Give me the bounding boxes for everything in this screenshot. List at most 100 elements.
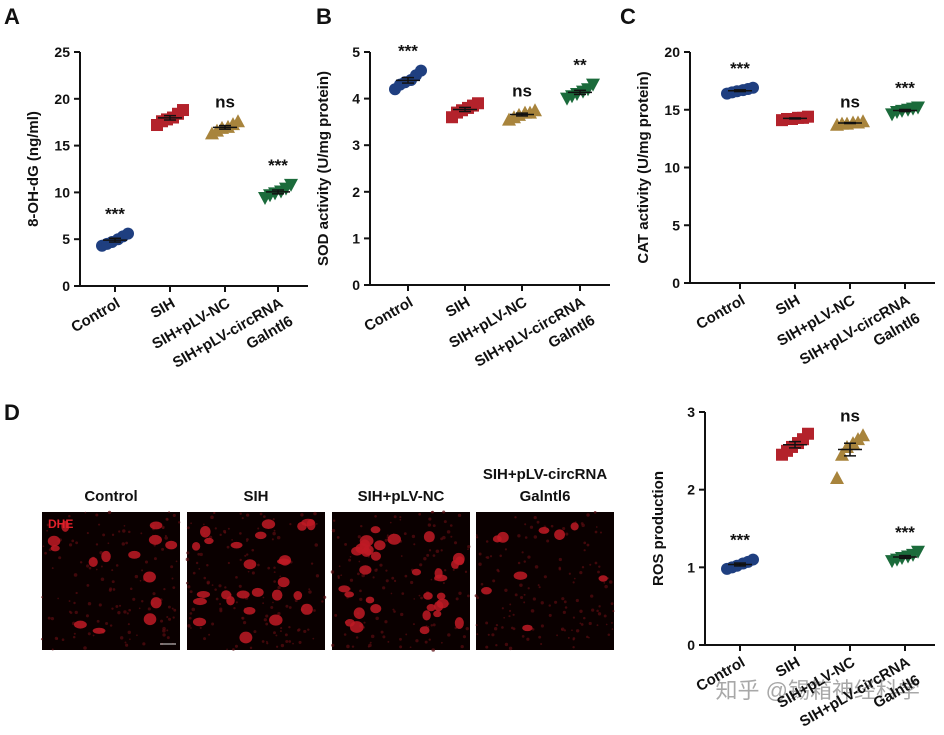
speckle: [529, 525, 534, 529]
speckle: [504, 642, 509, 647]
speckle: [594, 530, 598, 534]
speckle: [521, 551, 524, 554]
cell: [243, 606, 256, 615]
speckle: [46, 523, 50, 527]
point: [747, 553, 759, 566]
speckle: [499, 554, 502, 558]
speckle: [272, 518, 275, 521]
cell: [254, 531, 267, 540]
cell: [92, 627, 106, 634]
speckle: [265, 622, 269, 626]
y-tick-label: 0: [687, 637, 695, 653]
speckle: [442, 535, 446, 540]
speckle: [467, 545, 471, 549]
speckle: [162, 633, 166, 637]
speckle: [68, 514, 71, 518]
cell: [423, 531, 435, 543]
speckle: [405, 633, 408, 636]
speckle: [533, 516, 537, 520]
speckle: [257, 563, 260, 567]
speckle: [491, 633, 495, 637]
y-tick-label: 3: [352, 137, 360, 153]
speckle: [166, 629, 169, 632]
speckle: [517, 561, 521, 565]
speckle: [410, 580, 414, 585]
cell: [149, 521, 163, 530]
speckle: [244, 554, 247, 557]
panel-label: D: [4, 400, 20, 425]
cell: [143, 571, 156, 583]
speckle: [125, 541, 129, 545]
significance: ***: [730, 531, 750, 550]
cell: [451, 559, 460, 569]
speckle: [102, 533, 106, 537]
speckle: [171, 607, 174, 610]
cell: [497, 531, 509, 543]
speckle: [239, 558, 242, 562]
y-tick-label: 4: [352, 91, 360, 107]
speckle: [189, 627, 192, 629]
point: [747, 81, 759, 94]
cell: [300, 603, 313, 615]
speckle: [206, 581, 210, 585]
speckle: [474, 594, 478, 598]
speckle: [475, 536, 479, 539]
speckle: [586, 635, 589, 639]
speckle: [548, 613, 552, 617]
cell: [293, 591, 303, 601]
speckle: [112, 588, 116, 591]
point: [122, 227, 134, 240]
speckle: [167, 617, 172, 621]
cell: [150, 597, 162, 609]
speckle: [265, 614, 269, 618]
y-axis-label: SOD activity (U/mg protein): [315, 71, 332, 266]
speckle: [399, 645, 403, 649]
speckle: [387, 640, 390, 643]
speckle: [413, 543, 416, 546]
speckle: [596, 609, 599, 613]
speckle: [312, 637, 315, 640]
speckle: [503, 616, 506, 619]
speckle: [363, 621, 366, 624]
speckle: [415, 639, 419, 643]
cell: [370, 604, 382, 614]
speckle: [385, 579, 389, 583]
speckle: [261, 640, 265, 643]
speckle: [443, 520, 447, 524]
speckle: [604, 584, 608, 589]
speckle: [270, 606, 274, 609]
speckle: [267, 566, 271, 570]
speckle: [510, 626, 514, 630]
speckle: [598, 565, 601, 568]
speckle: [246, 553, 249, 556]
speckle: [321, 600, 324, 603]
speckle: [392, 608, 395, 611]
speckle: [273, 566, 276, 569]
speckle: [598, 605, 601, 608]
point: [802, 110, 814, 123]
speckle: [521, 635, 525, 638]
speckle: [527, 587, 530, 590]
speckle: [562, 527, 566, 531]
speckle: [310, 562, 314, 565]
cell: [374, 540, 386, 551]
speckle: [467, 548, 469, 551]
speckle: [492, 579, 496, 583]
speckle: [118, 604, 122, 607]
speckle: [331, 528, 336, 533]
speckle: [285, 639, 289, 643]
speckle: [450, 535, 453, 538]
speckle: [86, 531, 89, 535]
cell: [434, 568, 443, 579]
cell: [269, 614, 283, 626]
speckle: [583, 541, 587, 545]
speckle: [572, 646, 575, 649]
speckle: [108, 588, 112, 592]
speckle: [442, 510, 446, 514]
y-tick-label: 5: [62, 231, 70, 247]
speckle: [118, 530, 121, 533]
cell: [359, 565, 372, 575]
cell: [88, 557, 98, 567]
speckle: [393, 610, 396, 613]
speckle: [432, 554, 436, 557]
